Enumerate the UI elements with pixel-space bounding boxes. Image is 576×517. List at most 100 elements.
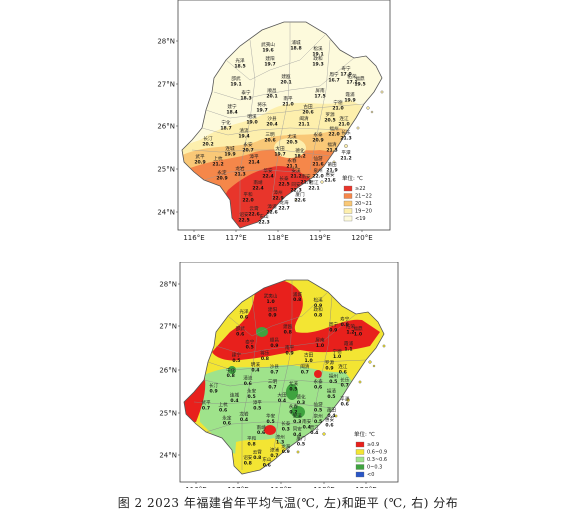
station-name: 长乐 bbox=[341, 129, 351, 136]
station-name: 漳浦 bbox=[270, 447, 280, 454]
station-value: 21.3 bbox=[340, 135, 351, 141]
station-name: 惠安 bbox=[325, 416, 335, 423]
station-value: 20.6 bbox=[302, 109, 313, 115]
station-label: 南平0.9 bbox=[285, 344, 295, 356]
station-label: 明溪0.4 bbox=[251, 361, 261, 373]
station-value: 17.0 bbox=[340, 71, 351, 77]
station-value: 1.2 bbox=[346, 330, 354, 336]
station-name: 闽清 bbox=[300, 363, 310, 370]
station-label: 平潭0.6 bbox=[340, 395, 350, 407]
station-name: 三明 bbox=[268, 379, 278, 385]
legend-swatch bbox=[343, 215, 353, 222]
station-name: 漳州 bbox=[273, 189, 283, 196]
station-name: 云霄 bbox=[249, 206, 259, 212]
station-label: 永安0.5 bbox=[247, 388, 257, 400]
station-label: 晋江0.4 bbox=[310, 424, 320, 436]
station-name: 政和 bbox=[313, 306, 323, 313]
station-name: 云霄 bbox=[253, 450, 263, 456]
station-name: 福州 bbox=[329, 125, 339, 132]
station-value: 0.5 bbox=[289, 387, 297, 393]
anomaly-legend: 单位: ℃ ≥0.9 0.6~0.90.3~0.6 0~0.3<0 bbox=[354, 430, 387, 478]
longitude-tick-label: 116°E bbox=[185, 486, 206, 488]
station-name: 莆田 bbox=[327, 407, 337, 414]
station-name: 泉州 bbox=[313, 412, 323, 419]
station-label: 闽清0.7 bbox=[300, 363, 310, 375]
station-name: 武平 bbox=[195, 153, 205, 160]
latitude-tick-label: 24°N bbox=[157, 209, 175, 217]
station-value: 0.6 bbox=[257, 430, 265, 436]
station-name: 长泰 bbox=[279, 175, 289, 182]
station-value: 0.9 bbox=[270, 343, 278, 349]
temperature-map-panel: 浦城 18.8 武夷山 19.6 松溪 19.1 政和 19.3 光泽 18.5 建阳 19.7 寿宁 1… bbox=[0, 0, 576, 246]
coastal-islands bbox=[296, 344, 386, 454]
station-name: 邵武 bbox=[236, 325, 246, 332]
station-name: 安溪 bbox=[291, 167, 301, 174]
station-name: 闽清 bbox=[299, 115, 309, 122]
station-name: 永定 bbox=[222, 414, 232, 421]
station-label: 寿宁0.8 bbox=[340, 316, 350, 328]
legend-label: 21~22 bbox=[355, 194, 372, 200]
station-value: 22.5 bbox=[238, 217, 249, 223]
station-name: 罗源 bbox=[325, 111, 335, 118]
legend-entry: <19 bbox=[343, 215, 366, 222]
longitude-tick-label: 119°E bbox=[313, 486, 334, 488]
station-value: 0.5 bbox=[314, 407, 322, 413]
station-name: 屏南 bbox=[315, 87, 325, 94]
station-label: 同安0.4 bbox=[293, 426, 303, 438]
station-label: 惠安0.6 bbox=[325, 416, 335, 428]
station-value: 1.0 bbox=[333, 354, 341, 360]
station-value: 0.5 bbox=[314, 419, 322, 425]
station-value: 22.1 bbox=[308, 185, 319, 191]
station-name: 诏安 bbox=[239, 211, 249, 218]
station-value: 0.9 bbox=[268, 312, 276, 318]
station-name: 松溪 bbox=[313, 297, 323, 304]
station-name: 霞浦 bbox=[344, 340, 354, 347]
station-name: 长乐 bbox=[340, 376, 350, 383]
station-value: 0.3 bbox=[293, 419, 301, 425]
legend-label: 0.6~0.9 bbox=[367, 450, 387, 456]
station-label: 泰宁0.5 bbox=[245, 338, 255, 350]
county-borders bbox=[193, 280, 367, 470]
station-value: 21.9 bbox=[326, 167, 337, 173]
station-name: 福鼎 bbox=[353, 325, 363, 332]
station-label: 漳州1.3 bbox=[275, 433, 285, 445]
station-value: 22.3 bbox=[290, 187, 301, 193]
station-name: 晋江 bbox=[310, 424, 320, 431]
station-label: 浦城0.8 bbox=[293, 291, 303, 303]
station-label: 长乐0.7 bbox=[340, 376, 350, 388]
station-name: 福州 bbox=[329, 373, 339, 380]
station-value: 18.7 bbox=[220, 125, 231, 131]
legend-entry: 19~20 bbox=[343, 208, 372, 215]
station-name: 仙游 bbox=[313, 401, 323, 408]
station-label: 古田1.0 bbox=[304, 352, 314, 364]
station-value: 0.8 bbox=[293, 297, 301, 303]
station-name: 建宁 bbox=[232, 352, 242, 359]
legend-label: ≥22 bbox=[355, 186, 366, 192]
station-label: 长泰0.3 bbox=[281, 420, 291, 432]
longitude-tick-label: 119°E bbox=[309, 234, 330, 242]
latitude-tick-label: 24°N bbox=[159, 452, 177, 460]
station-value: 0.7 bbox=[270, 369, 278, 375]
legend-swatch bbox=[343, 208, 353, 214]
station-name: 沙县 bbox=[270, 364, 280, 370]
station-label: 东山0.6 bbox=[262, 456, 272, 468]
station-label: 沙县0.7 bbox=[270, 364, 280, 375]
station-name: 连城 bbox=[225, 145, 235, 152]
latitude-tick-label: 25°N bbox=[159, 410, 177, 418]
station-value: 0.6 bbox=[244, 381, 252, 387]
station-label: 建阳0.9 bbox=[268, 306, 278, 318]
station-value: 21.9 bbox=[300, 179, 311, 185]
station-value: 20.9 bbox=[194, 159, 205, 165]
